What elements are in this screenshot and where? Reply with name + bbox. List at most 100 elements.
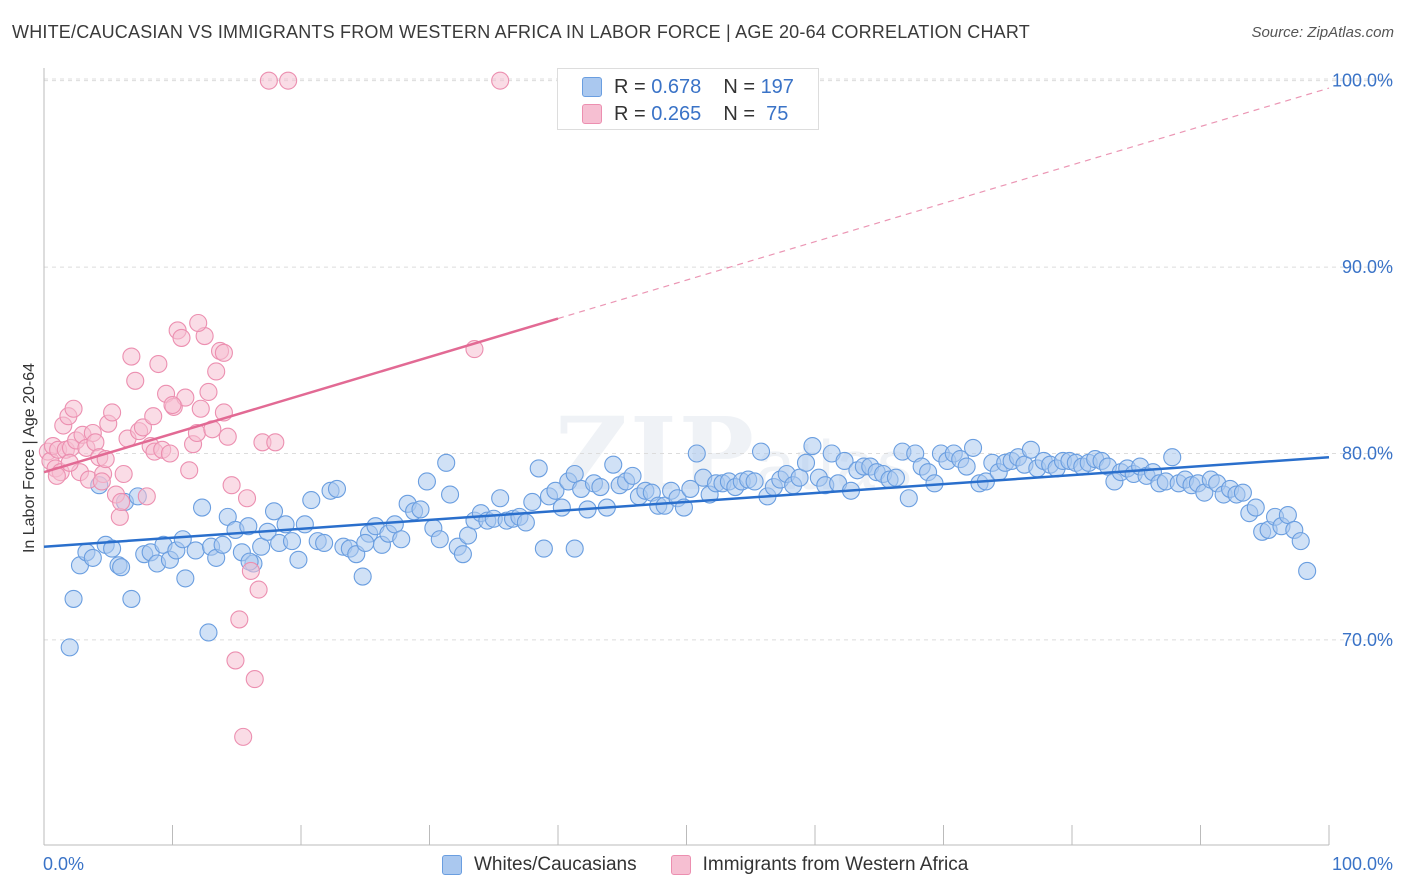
point-whites [745, 472, 764, 491]
point-whites [751, 442, 771, 461]
point-whites [1233, 483, 1252, 502]
point-whites [392, 530, 411, 549]
legend-item-immigrants: Immigrants from Western Africa [670, 854, 968, 876]
point-whites [516, 513, 535, 532]
point-immigrants [122, 347, 141, 366]
legend-item-whites: Whites/Caucasians [442, 854, 637, 876]
y-tick-label: 80.0% [1342, 444, 1393, 464]
point-whites [441, 485, 460, 504]
point-whites [239, 517, 258, 536]
point-whites [835, 451, 854, 471]
x-tick-label: 100.0% [1332, 854, 1393, 874]
point-whites [385, 515, 404, 534]
trendline-whites [43, 455, 1330, 548]
n-label: N = [723, 102, 755, 125]
point-immigrants [149, 354, 168, 374]
trendline-immigrants-projection [557, 87, 1330, 320]
y-axis-label: In Labor Force | Age 20-64 [21, 362, 38, 554]
point-whites [83, 548, 102, 567]
point-whites [687, 444, 706, 463]
point-immigrants [191, 399, 210, 418]
point-whites [64, 589, 83, 608]
point-whites [964, 438, 983, 457]
point-whites [591, 478, 610, 497]
point-whites [60, 638, 79, 657]
point-whites [173, 530, 192, 549]
legend-swatch-pink [670, 855, 691, 875]
point-immigrants [222, 476, 241, 495]
point-whites [103, 539, 122, 558]
n-value: 75 [760, 102, 789, 125]
source-label: Source: ZipAtlas.com [1251, 24, 1394, 41]
point-whites [122, 589, 141, 608]
point-whites [1246, 498, 1265, 517]
point-immigrants [189, 313, 208, 333]
point-whites [453, 545, 472, 564]
r-value: 0.265 [651, 102, 702, 125]
point-immigrants [218, 427, 237, 446]
point-whites [546, 481, 565, 500]
point-whites [411, 500, 430, 519]
point-whites [957, 457, 976, 476]
point-whites [1021, 440, 1040, 459]
point-immigrants [163, 395, 182, 415]
point-whites [437, 453, 456, 472]
point-whites [623, 466, 642, 485]
point-whites [289, 550, 308, 569]
point-whites [1291, 532, 1310, 551]
point-whites [282, 532, 302, 551]
point-whites [199, 623, 218, 642]
point-immigrants [234, 727, 253, 746]
point-immigrants [241, 561, 260, 581]
chart-title: WHITE/CAUCASIAN VS IMMIGRANTS FROM WESTE… [12, 22, 1030, 42]
y-tick-label: 70.0% [1342, 630, 1393, 650]
legend-swatch-blue [442, 855, 462, 875]
point-whites [803, 436, 822, 456]
point-whites [264, 502, 284, 521]
point-immigrants [249, 580, 268, 599]
point-immigrants [226, 651, 245, 670]
point-whites [356, 533, 375, 553]
point-whites [1163, 448, 1182, 467]
point-immigrants [245, 670, 264, 689]
r-value: 0.678 [651, 75, 702, 98]
point-whites [790, 468, 809, 487]
point-whites [604, 455, 623, 474]
legend-swatch-blue [582, 77, 602, 97]
point-whites [529, 459, 548, 478]
point-whites [315, 533, 334, 553]
point-whites [1298, 561, 1317, 581]
point-whites [552, 498, 571, 517]
r-label: R = [614, 75, 646, 98]
legend-row-whites: R = 0.678 N = 197 [582, 73, 794, 101]
point-whites [796, 453, 816, 472]
point-immigrants [172, 328, 191, 347]
point-whites [458, 526, 478, 545]
point-whites [565, 539, 584, 558]
point-immigrants [133, 418, 152, 437]
point-whites [302, 491, 321, 510]
correlation-legend: R = 0.678 N = 197 R = 0.265 N = 75 [557, 68, 819, 130]
point-whites [534, 539, 553, 558]
point-immigrants [279, 71, 298, 90]
point-immigrants [180, 461, 199, 480]
point-whites [112, 558, 131, 577]
y-tick-label: 90.0% [1342, 257, 1393, 277]
x-tick-label: 0.0% [43, 854, 84, 874]
point-immigrants [214, 343, 233, 362]
legend-swatch-pink [582, 104, 602, 124]
point-whites [252, 537, 271, 556]
point-whites [193, 498, 212, 517]
point-immigrants [207, 362, 226, 381]
trendline-immigrants [43, 317, 559, 474]
point-immigrants [237, 489, 257, 508]
point-whites [1278, 505, 1297, 525]
point-whites [186, 541, 205, 560]
point-immigrants [137, 487, 156, 506]
point-immigrants [199, 382, 218, 402]
n-value: 197 [760, 75, 794, 98]
legend-label: Whites/Caucasians [474, 854, 637, 875]
point-whites [681, 479, 700, 498]
legend-row-immigrants: R = 0.265 N = 75 [582, 100, 788, 128]
